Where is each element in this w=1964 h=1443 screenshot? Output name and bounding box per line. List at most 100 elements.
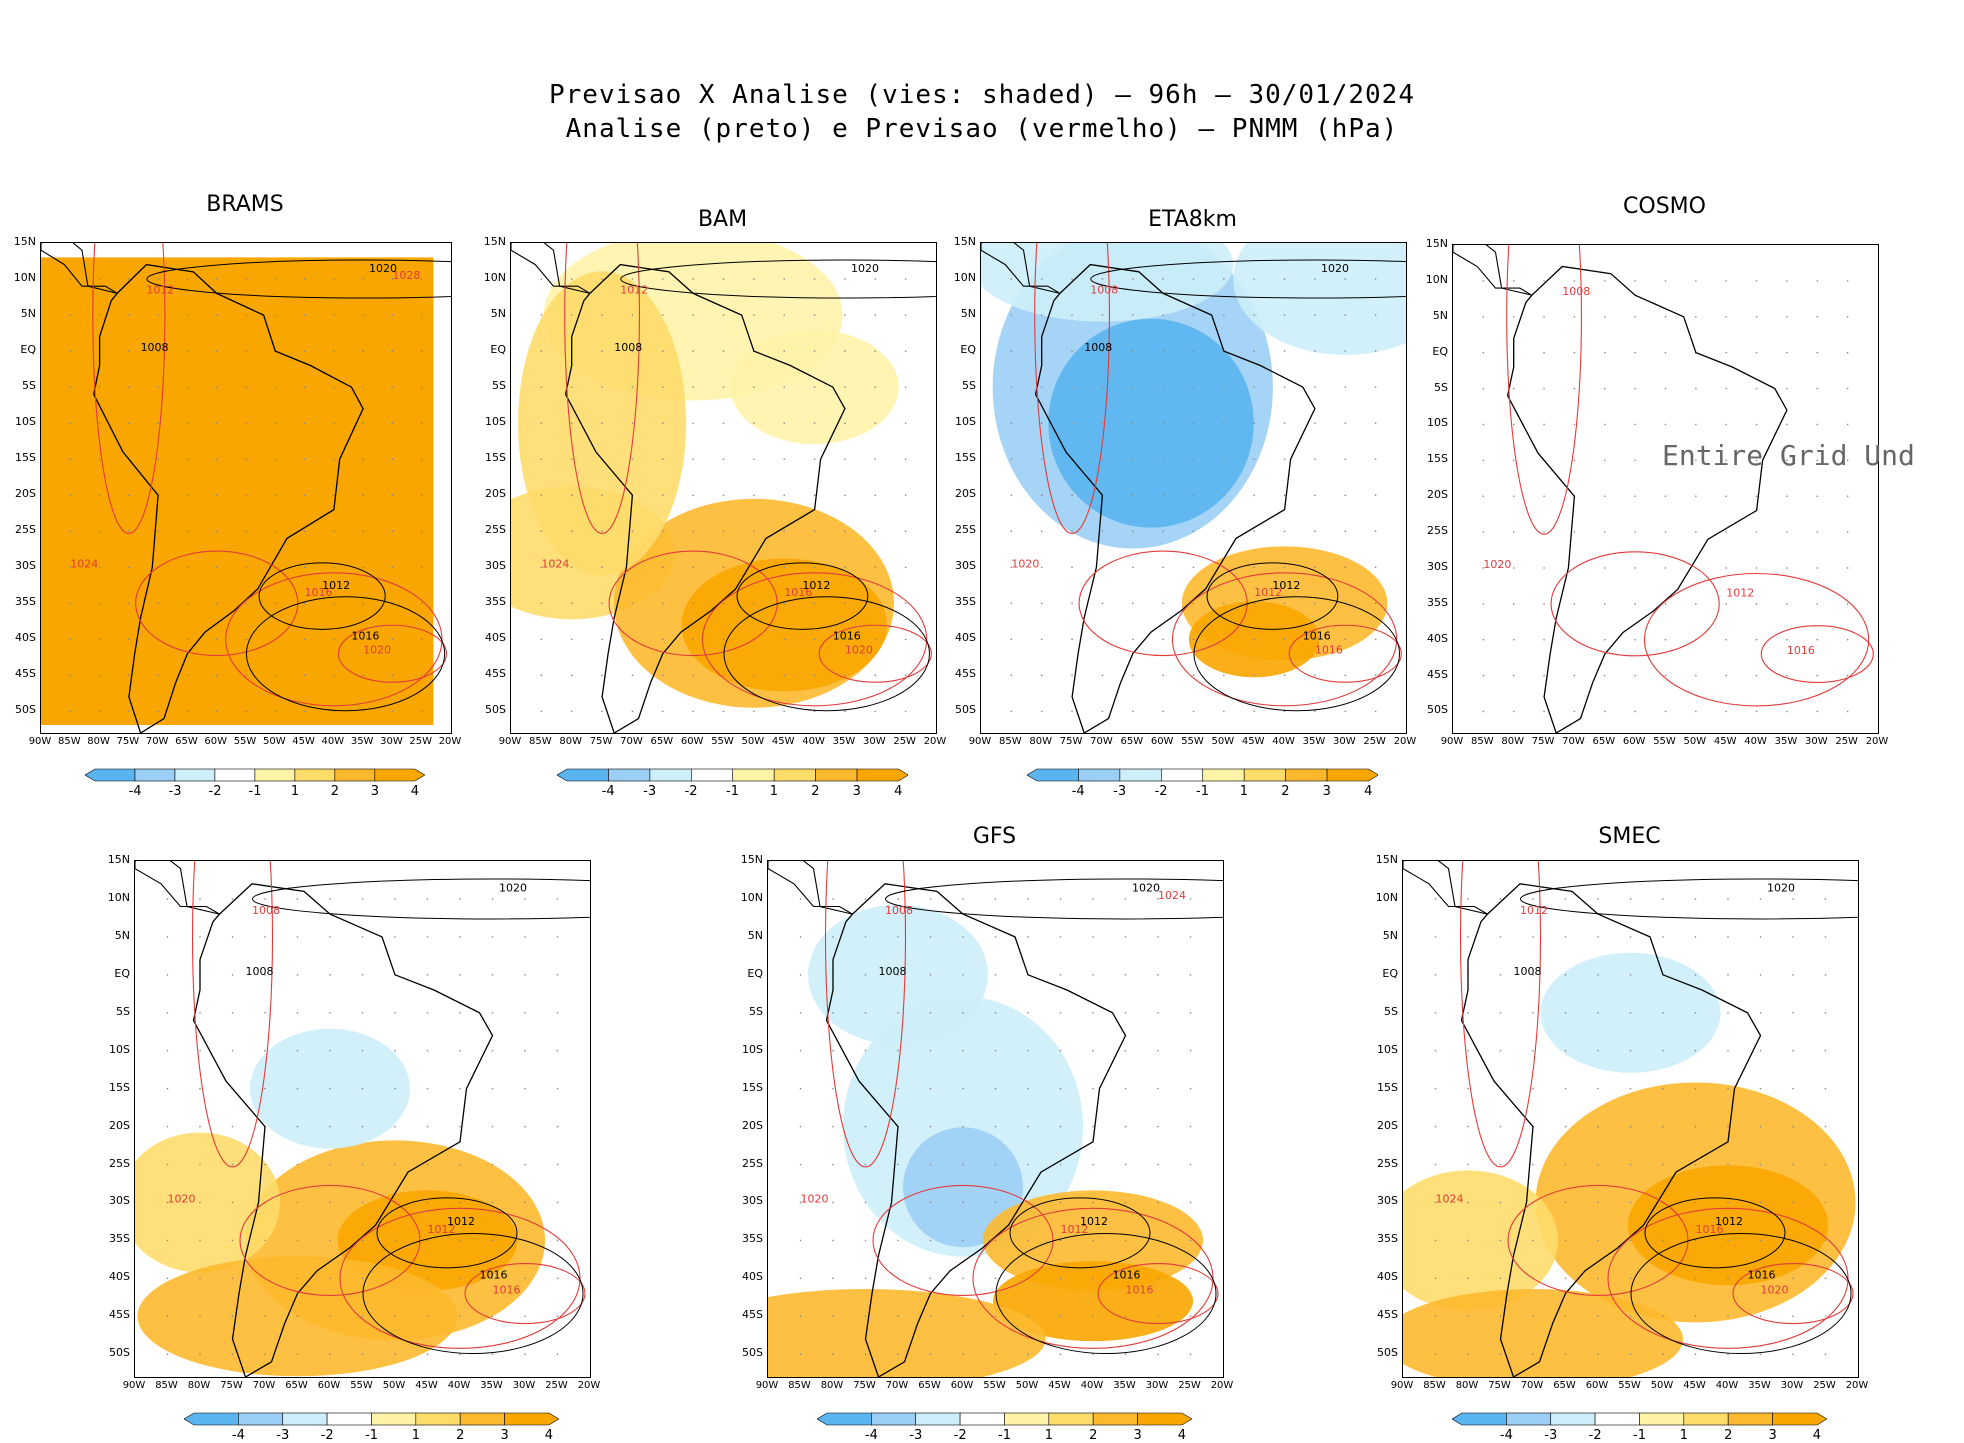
grid-point [264, 898, 266, 900]
grid-point [1727, 1201, 1729, 1204]
grid-point [296, 1353, 299, 1356]
grid-point [1725, 351, 1728, 354]
isobar-label-analysis: 1008 [246, 965, 274, 978]
grid-point [1374, 530, 1377, 533]
grid-point [962, 974, 964, 976]
grid-point [1755, 351, 1758, 354]
grid-point [1040, 422, 1043, 424]
grid-point [1434, 1125, 1437, 1128]
grid-point [722, 566, 725, 569]
grid-point [1597, 1239, 1599, 1242]
grid-point [1040, 458, 1043, 460]
grid-point [459, 1239, 461, 1242]
lat-tick-label: 15S [15, 451, 36, 465]
grid-point [1824, 1277, 1827, 1280]
grid-point [391, 638, 394, 641]
colorbar-swatch [773, 768, 816, 782]
grid-point [1512, 495, 1515, 497]
isobar-analysis [1193, 596, 1400, 712]
isobar-label-forecast: 1012 [1061, 1223, 1089, 1236]
lat-tick-label: 5S [1434, 380, 1448, 394]
grid-point [1792, 1315, 1794, 1318]
grid-point [799, 898, 802, 900]
grid-point [1499, 1201, 1502, 1204]
isobar-label-forecast: 1020 [1483, 558, 1511, 571]
grid-point [245, 674, 247, 677]
lon-tick-label: 65W [650, 736, 674, 747]
grid-point [1101, 314, 1104, 316]
grid-point [98, 674, 101, 677]
grid-point [1564, 1125, 1567, 1128]
grid-point [1101, 350, 1104, 352]
grid-point [1629, 1049, 1632, 1052]
grid-point [1283, 530, 1286, 533]
lat-tick-label: 15N [1425, 237, 1448, 250]
grid-point [329, 1163, 331, 1166]
grid-point [661, 530, 664, 533]
grid-point [1824, 1049, 1827, 1052]
grid-point [1189, 1163, 1192, 1166]
lat-tick-label: EQ [20, 343, 36, 357]
colorbar-swatch [1550, 1412, 1596, 1426]
grid-point [524, 1011, 526, 1014]
grid-point [1499, 1011, 1502, 1014]
grid-point [722, 422, 725, 424]
grid-point [524, 936, 526, 938]
grid-point [1124, 1239, 1127, 1242]
figure-title-line1: Previsao X Analise (vies: shaded) — 96h … [549, 80, 1415, 110]
grid-point [1786, 423, 1788, 426]
isobar-label-analysis: 1016 [1113, 1268, 1141, 1281]
grid-point [864, 936, 867, 938]
grid-point [333, 350, 335, 352]
isobar-label-forecast: 1020 [1011, 557, 1039, 570]
grid-point [303, 638, 306, 641]
grid-point [1344, 386, 1347, 388]
grid-point [1223, 602, 1225, 605]
grid-point [753, 422, 755, 424]
grid-point [1344, 494, 1347, 497]
grid-point [1131, 530, 1134, 533]
grid-point [1634, 351, 1636, 354]
grid-point [157, 314, 159, 316]
grid-point [128, 314, 130, 316]
lon-tick-label: 20W [577, 1380, 601, 1391]
grid-point [98, 494, 101, 497]
grid-point [1157, 1353, 1159, 1356]
grid-point [1071, 422, 1073, 424]
grid-point [1662, 1125, 1664, 1128]
grid-point [264, 1011, 266, 1014]
grid-point [1283, 458, 1286, 460]
lon-tick-label: 50W [382, 1380, 406, 1391]
grid-point [799, 1277, 802, 1280]
grid-point [1482, 710, 1485, 713]
grid-point [1695, 674, 1697, 677]
lon-tick-label: 90W [968, 736, 992, 747]
grid-point [556, 1163, 559, 1166]
grid-point [929, 936, 932, 938]
lon-tick-label: 55W [350, 1380, 373, 1391]
grid-point [722, 602, 725, 605]
grid-point [783, 422, 786, 424]
grid-point [753, 494, 755, 497]
grid-point [1314, 278, 1316, 280]
lon-tick-label: 25W [893, 736, 916, 747]
grid-point [1189, 1353, 1192, 1356]
grid-point [1010, 458, 1013, 460]
grid-point [274, 710, 277, 713]
grid-point [556, 1239, 559, 1242]
grid-point [296, 1315, 299, 1318]
grid-point [199, 1163, 201, 1166]
bias-shading [41, 257, 434, 725]
grid-point [362, 494, 364, 497]
grid-point [864, 1239, 867, 1242]
grid-point [426, 1277, 429, 1280]
grid-point [540, 566, 543, 569]
grid-point [1434, 1201, 1437, 1204]
grid-point [1467, 1201, 1469, 1204]
grid-point [1059, 1011, 1062, 1014]
grid-point [1162, 314, 1164, 316]
grid-point [1157, 1049, 1159, 1052]
grid-point [1189, 1049, 1192, 1052]
grid-point [540, 530, 543, 533]
